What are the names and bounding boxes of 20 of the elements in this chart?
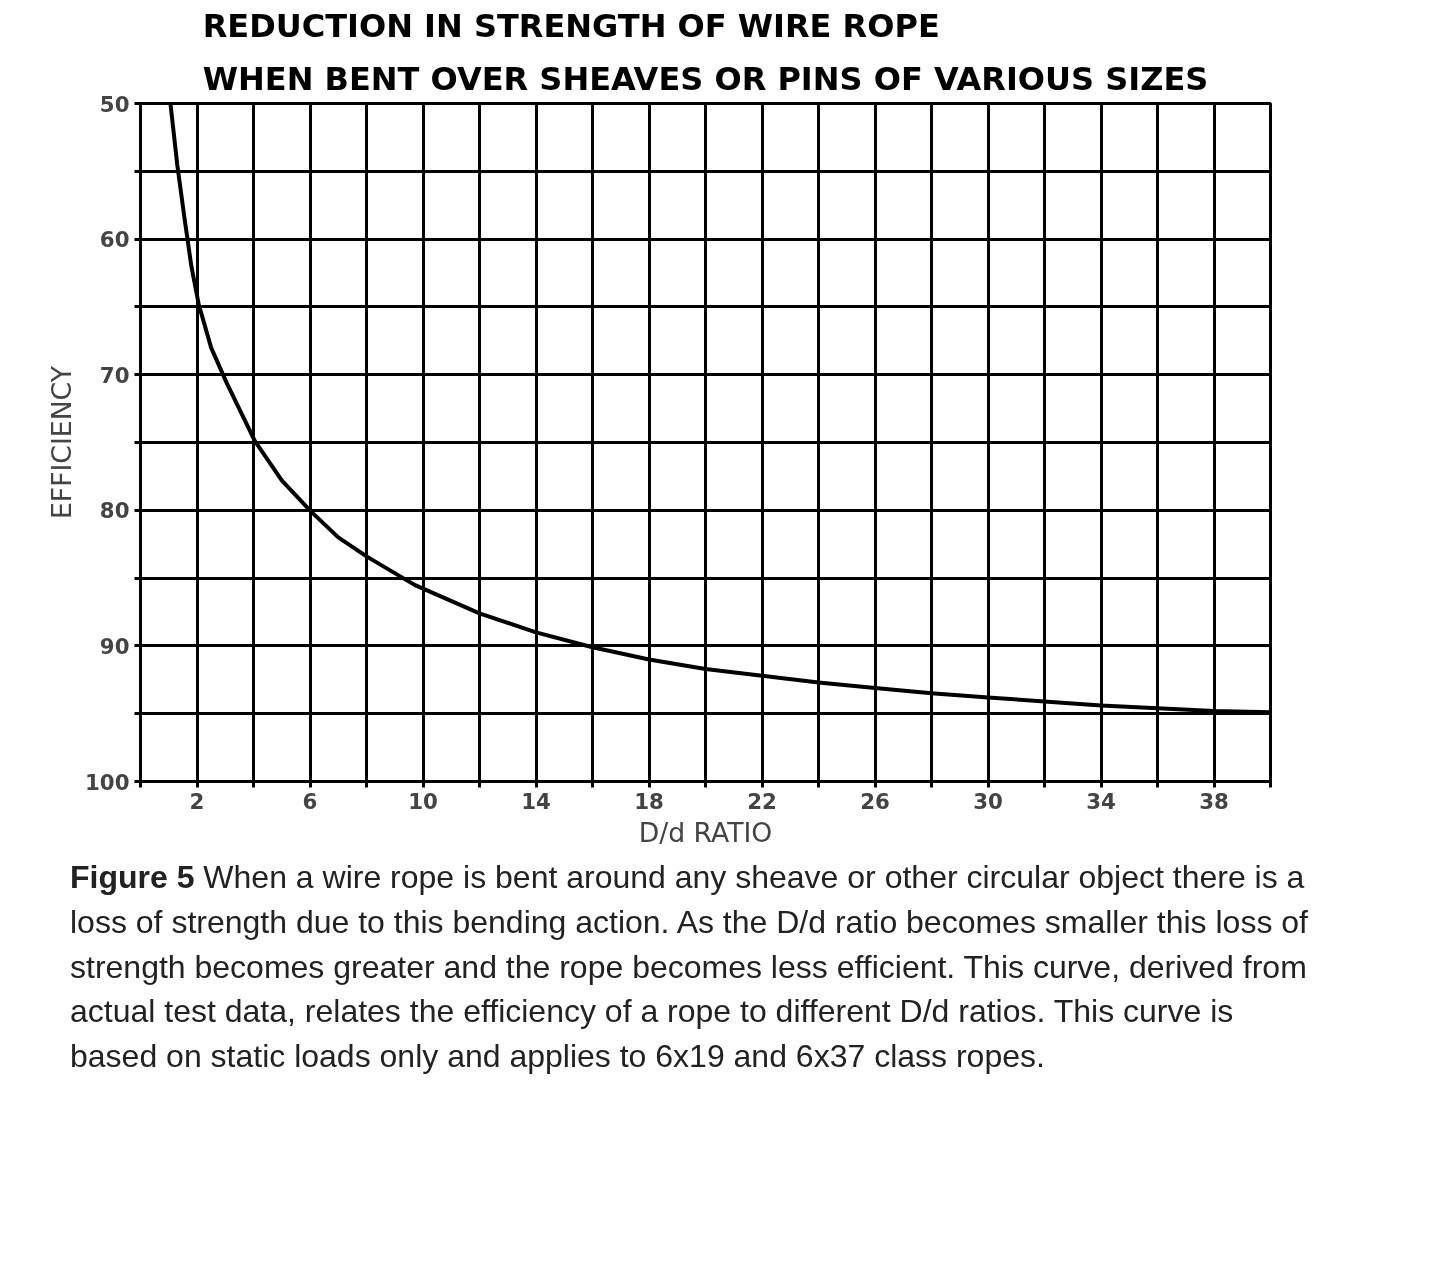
caption: Figure 5 xyxy=(70,859,195,895)
x-tick-label: 18 xyxy=(634,788,664,814)
y-axis-title: EFFICIENCY xyxy=(45,365,77,520)
x-axis-title: D/d RATIO xyxy=(638,816,773,848)
x-tick-label: 2 xyxy=(189,788,205,814)
y-tick-label: 90 xyxy=(99,633,130,659)
chart-title: REDUCTION IN STRENGTH OF WIRE ROPE WHEN BENT OVER SHEAVES OR PINS OF VARIOUS SIZES xyxy=(202,7,1209,99)
y-tick-label: 80 xyxy=(99,498,130,524)
x-tick-label: 14 xyxy=(521,788,551,814)
x-tick-label: 22 xyxy=(747,788,777,814)
x-tick-label: 26 xyxy=(860,788,890,814)
x-tick-label: 34 xyxy=(1086,788,1116,814)
y-tick-label: 50 xyxy=(99,91,130,117)
y-tick-label: 70 xyxy=(99,362,130,388)
y-tick-label: 100 xyxy=(84,769,130,795)
x-tick-label: 38 xyxy=(1199,788,1229,814)
x-tick-label: 6 xyxy=(302,788,318,814)
y-tick-label: 60 xyxy=(99,227,130,253)
x-tick-label: 10 xyxy=(408,788,438,814)
x-tick-label: 30 xyxy=(973,788,1003,814)
